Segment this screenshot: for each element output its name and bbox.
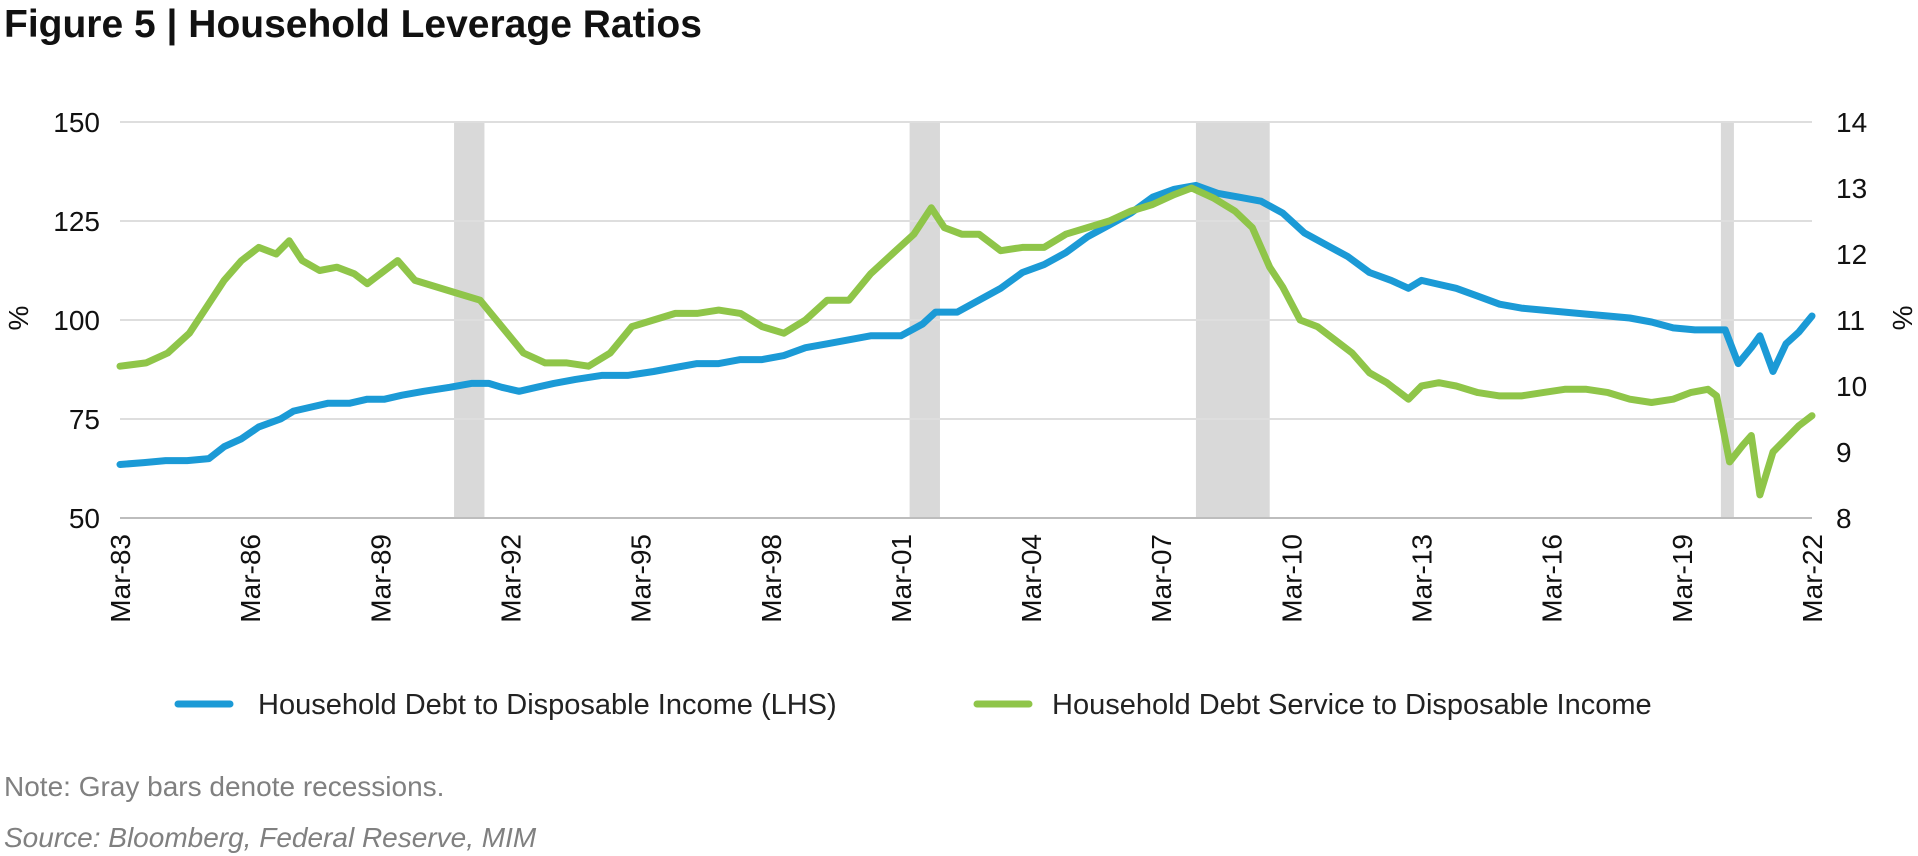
x-tick-label: Mar-19	[1667, 534, 1698, 623]
x-tick-label: Mar-98	[756, 534, 787, 623]
left-tick-label: 50	[69, 503, 100, 534]
legend: Household Debt to Disposable Income (LHS…	[174, 689, 1652, 721]
legend-label-debt-to-income: Household Debt to Disposable Income (LHS…	[258, 689, 837, 721]
right-tick-label: 9	[1836, 437, 1852, 468]
left-tick-label: 75	[69, 404, 100, 435]
series-line-debt-service	[116, 184, 1816, 499]
x-tick-label: Mar-13	[1407, 534, 1438, 623]
series-line-debt-to-income	[116, 181, 1816, 468]
x-tick-label: Mar-95	[626, 534, 657, 623]
left-tick-label: 125	[53, 206, 100, 237]
right-tick-label: 8	[1836, 503, 1852, 534]
x-tick-label: Mar-10	[1276, 534, 1307, 623]
chart-source: Source: Bloomberg, Federal Reserve, MIM	[4, 822, 537, 853]
right-tick-label: 10	[1836, 371, 1867, 402]
x-axis-ticks: Mar-83 Mar-86 Mar-89 Mar-92 Mar-95 Mar-98 Mar-…	[105, 534, 1828, 623]
left-tick-label: 100	[53, 305, 100, 336]
x-tick-label: Mar-92	[495, 534, 526, 623]
right-tick-label: 14	[1836, 107, 1867, 138]
right-axis-ticks: 8 9 10 11 12 13 14	[1836, 107, 1867, 534]
x-tick-label: Mar-89	[365, 534, 396, 623]
x-tick-label: Mar-07	[1146, 534, 1177, 623]
right-tick-label: 13	[1836, 173, 1867, 204]
chart-note: Note: Gray bars denote recessions.	[4, 771, 445, 802]
x-tick-label: Mar-83	[105, 534, 136, 623]
x-tick-label: Mar-86	[235, 534, 266, 623]
right-tick-label: 12	[1836, 239, 1867, 270]
x-tick-label: Mar-01	[886, 534, 917, 623]
left-tick-label: 150	[53, 107, 100, 138]
left-axis-ticks: 50 75 100 125 150	[53, 107, 100, 534]
x-tick-label: Mar-16	[1537, 534, 1568, 623]
left-axis-label: %	[3, 306, 34, 331]
right-axis-label: %	[1887, 306, 1918, 331]
gridlines	[120, 121, 1812, 519]
legend-label-debt-service: Household Debt Service to Disposable Inc…	[1052, 689, 1652, 721]
x-tick-label: Mar-04	[1016, 534, 1047, 623]
x-tick-label: Mar-22	[1797, 534, 1828, 623]
right-tick-label: 11	[1836, 305, 1865, 336]
series-lines	[116, 181, 1816, 499]
chart-title: Figure 5 | Household Leverage Ratios	[4, 3, 702, 46]
